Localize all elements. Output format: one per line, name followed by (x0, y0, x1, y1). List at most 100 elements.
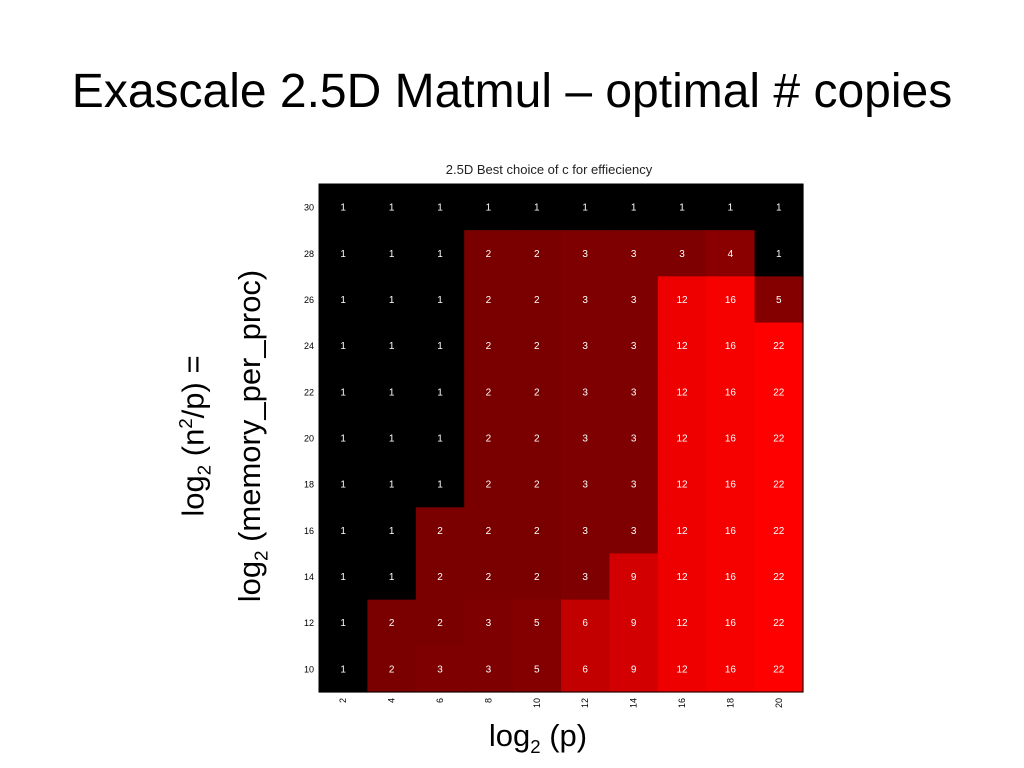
cell-value-label: 12 (676, 341, 688, 352)
heatmap-cell (367, 553, 417, 601)
cell-value-label: 2 (486, 295, 492, 306)
heatmap-cell (754, 461, 804, 508)
heatmap-cell (706, 230, 756, 277)
heatmap-cell (319, 553, 368, 601)
cell-value-label: 1 (437, 480, 443, 491)
heatmap-cell (609, 184, 659, 231)
heatmap-cell (512, 414, 562, 462)
x-tick-label: 20 (774, 698, 784, 708)
heatmap-cell (754, 599, 804, 647)
cell-value-label: 2 (389, 618, 395, 629)
y-tick-label: 28 (304, 249, 314, 259)
cell-value-label: 12 (676, 526, 688, 537)
heatmap-cell (609, 368, 659, 416)
heatmap-cell (464, 184, 514, 231)
heatmap-cell (561, 507, 610, 555)
heatmap-cell (754, 507, 804, 555)
cell-value-label: 1 (389, 480, 395, 491)
heatmap-cell (657, 461, 707, 508)
heatmap-cell (561, 461, 610, 508)
heatmap-cell (415, 184, 465, 231)
heatmap-cell (754, 414, 804, 462)
cell-value-label: 1 (437, 434, 443, 445)
heatmap-cell (319, 599, 368, 647)
heatmap-cells (319, 184, 804, 693)
x-tick-label: 6 (435, 698, 445, 703)
heatmap-cell (367, 507, 417, 555)
cell-value-label: 1 (340, 526, 346, 537)
heatmap-cell (609, 276, 659, 324)
cell-value-label: 2 (486, 434, 492, 445)
x-tick-label: 2 (338, 698, 348, 703)
cell-value-label: 3 (437, 664, 443, 675)
cell-value-label: 3 (582, 387, 588, 398)
cell-value-label: 1 (340, 341, 346, 352)
cell-value-label: 2 (437, 572, 443, 583)
cell-value-label: 4 (728, 249, 734, 260)
heatmap-cell (609, 507, 659, 555)
cell-value-label: 3 (582, 341, 588, 352)
heatmap-cell (609, 414, 659, 462)
heatmap-cell (319, 322, 368, 370)
cell-value-label: 16 (725, 664, 737, 675)
heatmap-cell (657, 553, 707, 601)
cell-value-label: 22 (773, 572, 785, 583)
heatmap-cell (561, 645, 610, 693)
cell-value-label: 1 (582, 203, 588, 214)
cell-value-label: 16 (725, 618, 737, 629)
cell-value-label: 1 (437, 341, 443, 352)
cell-value-label: 1 (340, 434, 346, 445)
cell-value-label: 12 (676, 664, 688, 675)
heatmap-cell (367, 461, 417, 508)
cell-value-label: 1 (776, 249, 782, 260)
heatmap-cell (415, 322, 465, 370)
heatmap-cell (657, 368, 707, 416)
cell-value-label: 1 (389, 203, 395, 214)
cell-value-label: 2 (437, 526, 443, 537)
heatmap-cell (706, 553, 756, 601)
cell-value-label: 1 (340, 295, 346, 306)
cell-value-label: 16 (725, 434, 737, 445)
cell-value-label: 5 (534, 664, 540, 675)
y-tick-label: 12 (304, 618, 314, 628)
cell-value-label: 22 (773, 480, 785, 491)
cell-value-label: 3 (631, 480, 637, 491)
heatmap-cell (367, 599, 417, 647)
y-axis-label-line1: log2 (n2/p) = (175, 355, 215, 517)
heatmap-cell (415, 230, 465, 277)
cell-value-label: 16 (725, 572, 737, 583)
heatmap-cell (319, 414, 368, 462)
heatmap-cell (415, 276, 465, 324)
heatmap-cell (464, 414, 514, 462)
cell-value-label: 2 (486, 526, 492, 537)
cell-value-label: 1 (389, 526, 395, 537)
y-tick-label: 22 (304, 387, 314, 397)
heatmap-cell (367, 322, 417, 370)
cell-value-label: 1 (679, 203, 685, 214)
heatmap-cell (512, 230, 562, 277)
cell-value-label: 1 (486, 203, 492, 214)
heatmap-cell-labels: 1 1 1 1 1 1 1 1 1 11 1 1 2 2 3 3 3 4 11 1 1 2 2 3 3 12 16 51 1 1 2 2 3 3 1… (340, 203, 784, 676)
heatmap-cell (367, 276, 417, 324)
cell-value-label: 3 (631, 295, 637, 306)
cell-value-label: 1 (437, 249, 443, 260)
heatmap-cell (512, 184, 562, 231)
heatmap-cell (512, 599, 562, 647)
heatmap-cell (512, 322, 562, 370)
cell-value-label: 1 (437, 387, 443, 398)
cell-value-label: 3 (582, 249, 588, 260)
heatmap-cell (706, 507, 756, 555)
cell-value-label: 16 (725, 480, 737, 491)
heatmap-cell (415, 599, 465, 647)
cell-value-label: 1 (437, 203, 443, 214)
cell-value-label: 2 (534, 480, 540, 491)
heatmap-cell (706, 322, 756, 370)
heatmap-cell (319, 230, 368, 277)
cell-value-label: 5 (776, 295, 782, 306)
cell-value-label: 1 (340, 618, 346, 629)
heatmap-cell (464, 553, 514, 601)
heatmap-cell (415, 461, 465, 508)
heatmap-cell (415, 414, 465, 462)
heatmap-cell (512, 368, 562, 416)
cell-value-label: 2 (534, 526, 540, 537)
